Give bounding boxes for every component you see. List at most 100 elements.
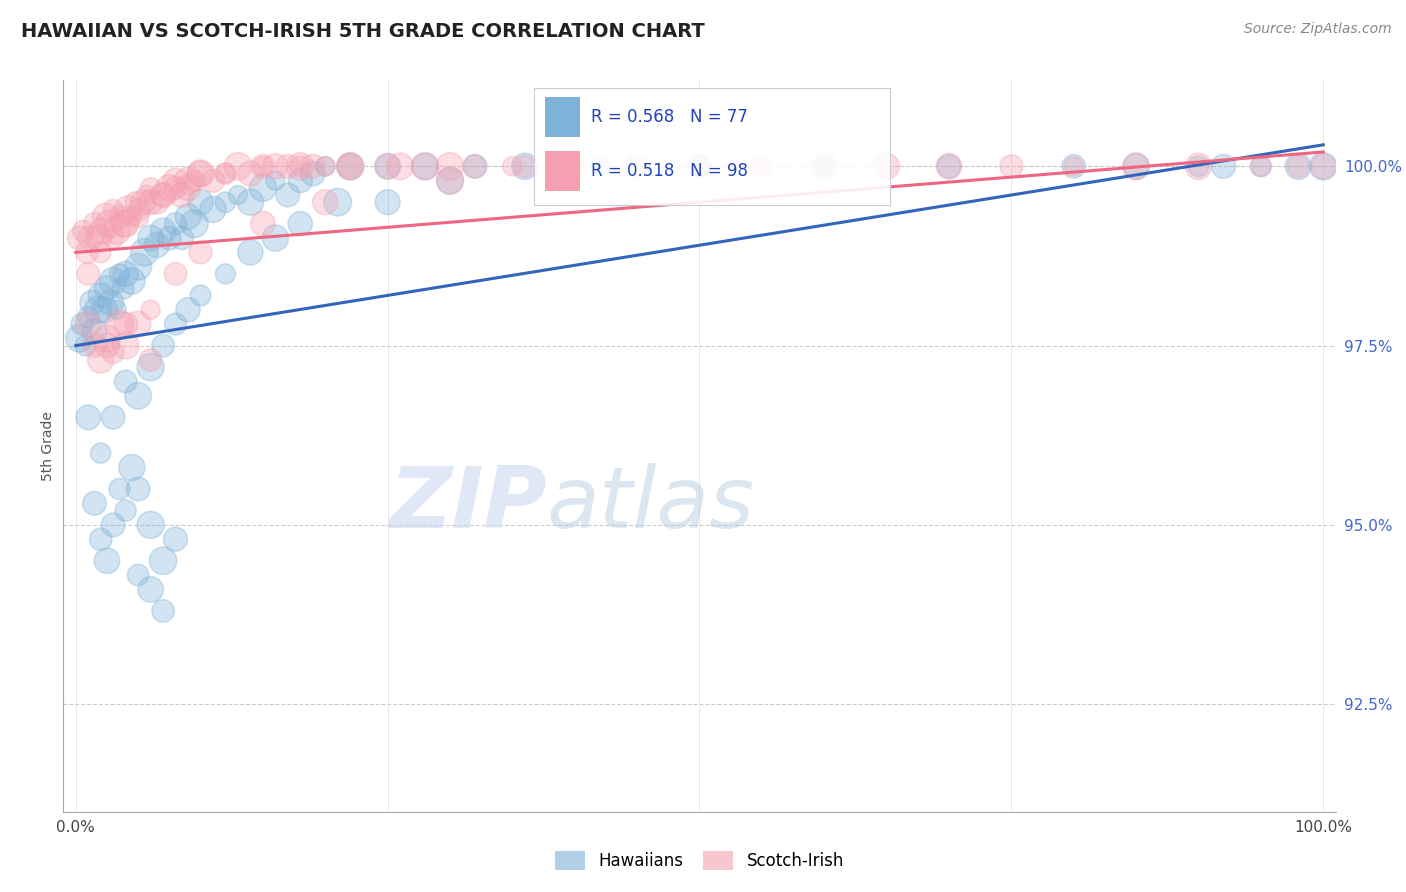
Point (152, 188, 174, 202)
Point (114, 267, 136, 281)
Point (110, 210, 132, 224)
Point (201, 202, 224, 217)
Legend: Hawaiians, Scotch-Irish: Hawaiians, Scotch-Irish (548, 844, 851, 877)
Point (93, 302, 115, 317)
Point (689, 159, 711, 173)
Point (290, 174, 312, 188)
Point (1187, 159, 1209, 173)
Point (190, 288, 212, 302)
Point (214, 167, 236, 181)
Point (146, 195, 169, 210)
Point (751, 159, 773, 173)
Point (626, 159, 648, 173)
Point (139, 360, 162, 375)
Point (121, 210, 143, 224)
Point (139, 231, 162, 245)
Point (127, 260, 149, 274)
Point (214, 195, 236, 210)
Point (77, 317, 100, 331)
Point (1250, 159, 1272, 173)
Point (439, 159, 461, 173)
Point (177, 210, 200, 224)
Point (1212, 159, 1234, 173)
Point (339, 159, 361, 173)
Point (108, 482, 131, 496)
Point (146, 238, 169, 252)
Point (117, 202, 139, 217)
Point (339, 159, 361, 173)
Point (152, 604, 174, 618)
Point (1312, 159, 1334, 173)
Point (152, 224, 174, 238)
Text: ZIP: ZIP (389, 463, 547, 546)
Point (1125, 159, 1147, 173)
Point (165, 267, 187, 281)
Point (1187, 159, 1209, 173)
Point (121, 460, 143, 475)
Point (83, 496, 105, 510)
Point (813, 159, 835, 173)
Point (77, 310, 100, 324)
Point (83, 217, 105, 231)
Point (464, 159, 486, 173)
Point (112, 281, 135, 295)
Point (75, 338, 97, 352)
Point (127, 210, 149, 224)
Point (90, 288, 112, 302)
Point (114, 338, 136, 352)
Point (513, 159, 536, 173)
Point (1000, 159, 1022, 173)
Point (813, 159, 835, 173)
Point (252, 159, 274, 173)
Point (83, 338, 105, 352)
Point (165, 174, 187, 188)
Point (101, 231, 124, 245)
Point (377, 195, 399, 210)
Point (1250, 159, 1272, 173)
Point (114, 317, 136, 331)
Point (80, 295, 103, 310)
Point (413, 159, 436, 173)
Point (264, 174, 287, 188)
Point (1063, 159, 1085, 173)
Point (239, 195, 262, 210)
Point (252, 159, 274, 173)
Point (101, 274, 124, 288)
Point (105, 224, 128, 238)
Point (177, 181, 200, 195)
Point (214, 167, 236, 181)
Point (226, 159, 249, 173)
Point (252, 217, 274, 231)
Point (290, 217, 312, 231)
Point (264, 159, 287, 173)
Point (139, 582, 162, 597)
Point (177, 302, 200, 317)
Point (938, 159, 960, 173)
Point (876, 159, 898, 173)
Point (87, 231, 110, 245)
Point (114, 375, 136, 389)
Point (132, 195, 155, 210)
Point (165, 217, 187, 231)
Point (377, 159, 399, 173)
Point (264, 231, 287, 245)
Point (96, 331, 118, 345)
Point (83, 324, 105, 338)
Point (170, 231, 193, 245)
Point (165, 317, 187, 331)
Point (127, 317, 149, 331)
Point (70, 317, 93, 331)
Point (90, 533, 112, 547)
Point (183, 174, 205, 188)
Point (157, 231, 180, 245)
Point (1286, 159, 1309, 173)
Point (1286, 159, 1309, 173)
Point (121, 274, 143, 288)
Point (301, 167, 323, 181)
Point (165, 533, 187, 547)
Point (190, 245, 212, 260)
Point (127, 482, 149, 496)
Point (152, 338, 174, 352)
Point (139, 353, 162, 368)
Text: Source: ZipAtlas.com: Source: ZipAtlas.com (1244, 22, 1392, 37)
